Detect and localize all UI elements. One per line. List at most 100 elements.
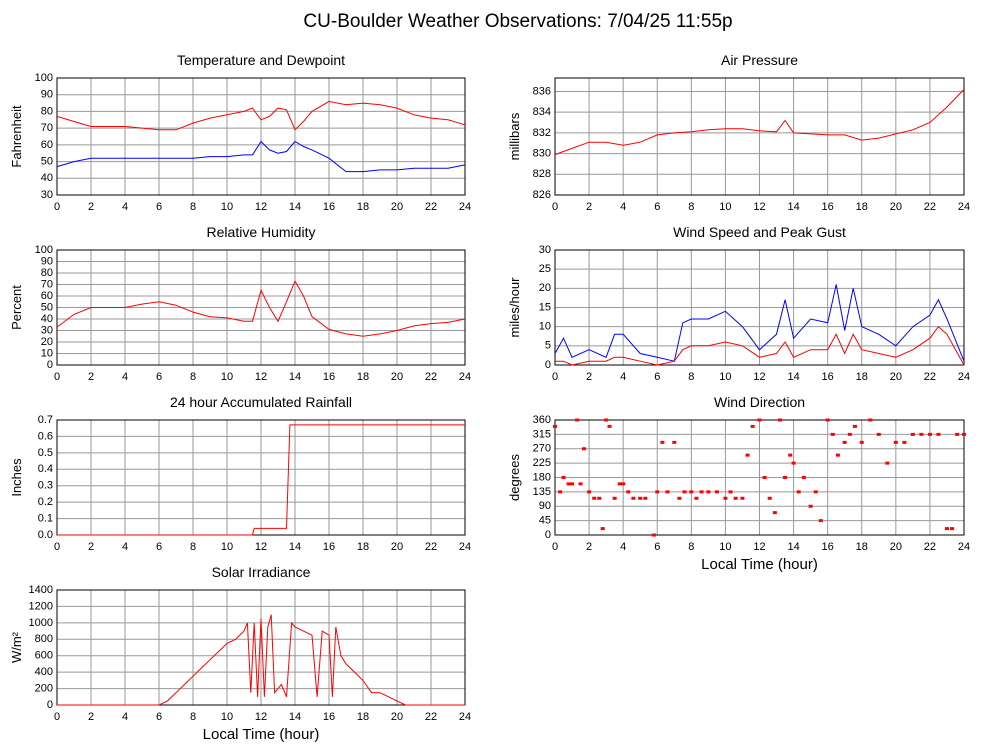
data-line: [554, 89, 965, 156]
data-point: [825, 418, 830, 422]
y-tick-label: 0: [47, 359, 53, 371]
y-tick-label: 600: [35, 650, 53, 662]
data-point: [672, 440, 677, 444]
y-tick-label: 0: [545, 529, 551, 541]
y-axis-label: miles/hour: [507, 277, 522, 338]
data-point: [950, 527, 955, 531]
y-tick-label: 1400: [29, 584, 53, 596]
y-tick-label: 100: [35, 72, 53, 84]
y-tick-label: 40: [41, 313, 53, 325]
data-line: [56, 100, 466, 131]
data-line: [56, 279, 466, 337]
x-tick-label: 8: [688, 541, 694, 553]
y-axis-label: Inches: [9, 458, 24, 497]
data-point: [651, 533, 656, 537]
data-point: [561, 476, 566, 479]
data-point: [777, 418, 782, 422]
data-point: [631, 496, 636, 500]
chart-title: Wind Speed and Peak Gust: [673, 224, 846, 240]
data-point: [868, 418, 873, 422]
data-point: [813, 490, 818, 494]
plot-frame: [56, 419, 466, 536]
chart-title: Relative Humidity: [207, 224, 316, 240]
x-tick-label: 22: [425, 541, 437, 553]
x-tick-label: 4: [122, 371, 128, 383]
x-tick-label: 16: [822, 371, 834, 383]
y-tick-label: 0.3: [38, 480, 53, 492]
data-point: [604, 418, 609, 422]
x-tick-label: 22: [425, 371, 437, 383]
y-axis-label: degrees: [507, 454, 522, 501]
x-tick-label: 8: [190, 541, 196, 553]
data-point: [714, 490, 719, 494]
y-tick-label: 5: [545, 340, 551, 352]
data-point: [638, 496, 643, 500]
plot-frame: [554, 77, 965, 196]
y-tick-label: 40: [41, 172, 53, 184]
data-point: [936, 432, 941, 436]
x-tick-label: 18: [856, 201, 868, 213]
data-point: [643, 496, 648, 500]
y-tick-label: 0.1: [38, 512, 53, 524]
y-tick-label: 0.0: [38, 529, 53, 541]
chart-title: Solar Irradiance: [212, 564, 311, 580]
data-point: [694, 496, 699, 500]
data-point: [796, 490, 801, 494]
data-point: [808, 504, 813, 508]
x-tick-label: 10: [221, 371, 233, 383]
y-tick-label: 30: [41, 189, 53, 201]
x-tick-label: 6: [156, 371, 162, 383]
data-point: [723, 496, 728, 500]
data-line: [555, 325, 965, 366]
y-tick-label: 1000: [29, 617, 53, 629]
data-point: [677, 496, 682, 500]
y-tick-label: 70: [41, 122, 53, 134]
x-tick-label: 12: [255, 541, 267, 553]
y-tick-label: 90: [41, 89, 53, 101]
x-tick-label: 12: [753, 201, 765, 213]
x-tick-label: 6: [156, 541, 162, 553]
x-tick-label: 16: [323, 201, 335, 213]
data-point: [783, 476, 788, 479]
chart-panel: Air Pressuremillibars8268288308328348360…: [507, 52, 970, 213]
x-tick-label: 8: [190, 711, 196, 723]
x-tick-label: 24: [958, 201, 970, 213]
data-point: [733, 496, 738, 500]
x-tick-label: 6: [654, 371, 660, 383]
y-tick-label: 400: [35, 666, 53, 678]
x-tick-label: 16: [822, 201, 834, 213]
y-tick-label: 826: [533, 189, 551, 201]
y-tick-label: 80: [41, 267, 53, 279]
y-tick-label: 225: [533, 457, 551, 469]
data-point: [788, 453, 793, 457]
data-point: [791, 461, 796, 465]
y-tick-label: 90: [539, 500, 551, 512]
data-point: [842, 440, 847, 444]
y-tick-label: 0.5: [38, 447, 53, 459]
x-tick-label: 18: [357, 201, 369, 213]
data-point: [835, 453, 840, 457]
data-point: [818, 519, 823, 523]
x-tick-label: 14: [289, 371, 301, 383]
x-tick-label: 16: [323, 541, 335, 553]
data-line: [554, 284, 965, 362]
data-point: [587, 490, 592, 494]
x-tick-label: 20: [890, 371, 902, 383]
x-tick-label: 14: [787, 371, 799, 383]
y-tick-label: 15: [539, 301, 551, 313]
chart-panel: Wind Direction degrees Local Time (hour) 0 4…: [507, 394, 970, 573]
page-title: CU-Boulder Weather Observations: 7/04/25…: [303, 11, 732, 32]
x-tick-label: 24: [459, 201, 471, 213]
y-tick-label: 0: [545, 359, 551, 371]
y-tick-label: 0.7: [38, 414, 53, 426]
data-point: [859, 440, 864, 444]
data-point: [581, 447, 586, 451]
x-tick-label: 8: [688, 201, 694, 213]
data-point: [767, 496, 772, 500]
data-point: [626, 490, 631, 494]
data-point: [578, 482, 583, 486]
x-tick-label: 8: [190, 371, 196, 383]
x-tick-label: 20: [391, 371, 403, 383]
x-tick-label: 2: [586, 541, 592, 553]
